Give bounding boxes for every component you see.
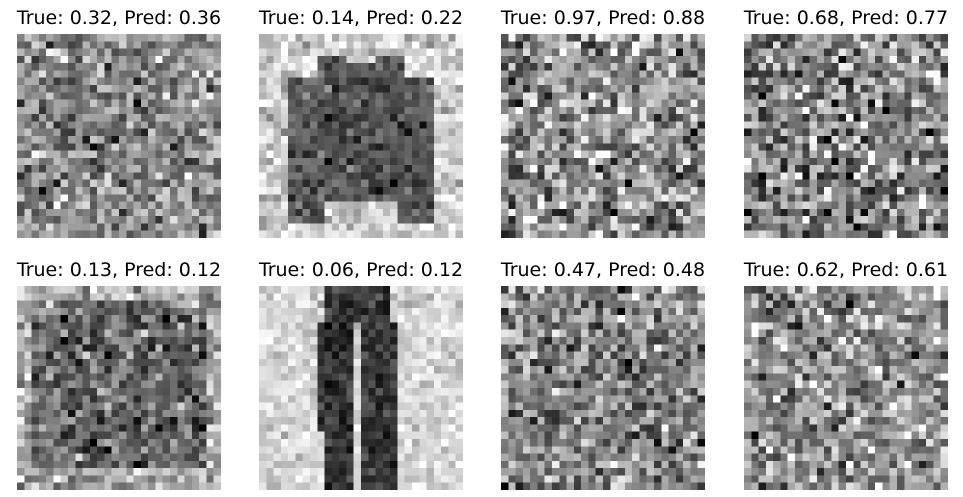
pullover-image	[17, 286, 221, 490]
panel-title: True: 0.47, Pred: 0.48	[500, 259, 706, 281]
panel-title: True: 0.14, Pred: 0.22	[258, 7, 464, 29]
panel-title: True: 0.97, Pred: 0.88	[500, 7, 706, 29]
trousers-image	[259, 286, 463, 490]
long-sleeve-top-image	[259, 34, 463, 238]
panel-title: True: 0.32, Pred: 0.36	[16, 7, 222, 29]
panel-title: True: 0.13, Pred: 0.12	[16, 259, 222, 281]
panel-title: True: 0.68, Pred: 0.77	[743, 7, 949, 29]
noisy-image	[501, 286, 705, 490]
noisy-image	[501, 34, 705, 238]
noisy-image	[744, 34, 948, 238]
noisy-image	[17, 34, 221, 238]
panel-title: True: 0.06, Pred: 0.12	[258, 259, 464, 281]
noisy-image	[744, 286, 948, 490]
panel-title: True: 0.62, Pred: 0.61	[743, 259, 949, 281]
